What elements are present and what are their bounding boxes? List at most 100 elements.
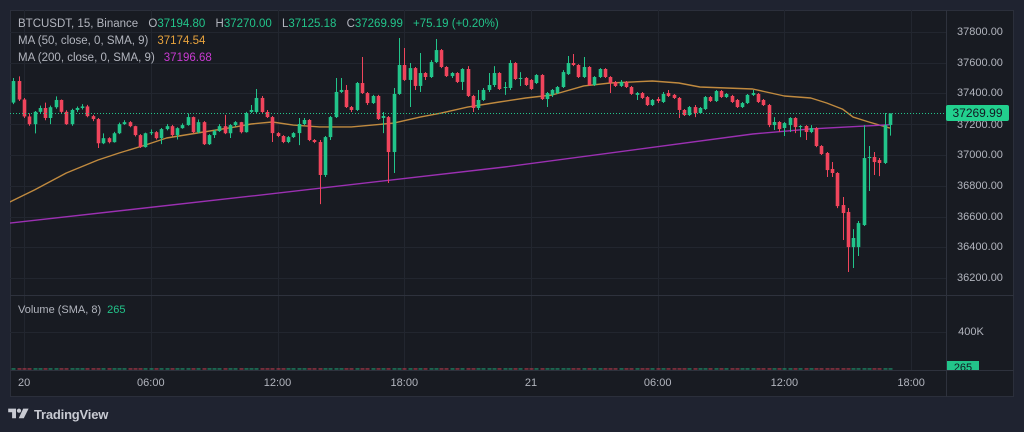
candle-up bbox=[291, 133, 296, 138]
volume-bar bbox=[429, 368, 434, 370]
candle-down bbox=[777, 121, 782, 130]
candle-up bbox=[782, 123, 787, 129]
volume-bar bbox=[418, 368, 423, 370]
candle-up bbox=[339, 89, 344, 92]
indicator-legend-ma200[interactable]: MA (200, close, 0, SMA, 9) 37196.68 bbox=[18, 51, 212, 65]
volume-bar bbox=[819, 368, 824, 370]
candle-up bbox=[196, 122, 201, 133]
candle-up bbox=[254, 97, 259, 112]
symbol-legend[interactable]: BTCUSDT, 15, Binance O37194.80 H37270.00… bbox=[18, 17, 499, 31]
symbol-title[interactable]: BTCUSDT, 15, Binance bbox=[18, 18, 139, 30]
volume-bar bbox=[75, 368, 80, 370]
volume-legend[interactable]: Volume (SMA, 8) 265 bbox=[18, 303, 126, 317]
candle-down bbox=[730, 95, 735, 102]
candle-up bbox=[555, 87, 560, 94]
candle-down bbox=[365, 93, 370, 104]
volume-bar bbox=[661, 368, 666, 370]
volume-bar bbox=[809, 368, 814, 370]
volume-bar bbox=[677, 368, 682, 370]
volume-bar bbox=[487, 368, 492, 370]
candle-down bbox=[793, 117, 798, 128]
volume-bar bbox=[355, 368, 360, 370]
ma50-label[interactable]: MA (50, close, 0, SMA, 9) bbox=[18, 35, 149, 47]
volume-bar bbox=[138, 368, 143, 370]
volume-bars bbox=[11, 368, 893, 370]
last-price-label: 37269.99 bbox=[946, 105, 1009, 121]
volume-bar bbox=[608, 368, 613, 370]
candle-up bbox=[566, 62, 571, 75]
candle-up bbox=[11, 81, 16, 103]
volume-bar bbox=[481, 368, 486, 370]
tradingview-brand-link[interactable]: TradingView bbox=[8, 406, 108, 422]
candle-up bbox=[598, 69, 603, 78]
candle-down bbox=[761, 99, 766, 106]
volume-label[interactable]: Volume (SMA, 8) bbox=[18, 304, 102, 316]
volume-bar bbox=[107, 368, 112, 370]
price-tick: 37800.00 bbox=[957, 25, 1003, 38]
volume-bar bbox=[598, 368, 603, 370]
high-value: 37270.00 bbox=[223, 18, 272, 30]
volume-bar bbox=[413, 368, 418, 370]
candle-up bbox=[180, 125, 185, 129]
volume-bar bbox=[508, 368, 513, 370]
volume-bar bbox=[212, 368, 217, 370]
price-tick: 37600.00 bbox=[957, 56, 1003, 69]
volume-bar bbox=[312, 368, 317, 370]
candle-down bbox=[872, 156, 877, 163]
ma50-line bbox=[10, 80, 891, 203]
volume-bar bbox=[793, 368, 798, 370]
candle-up bbox=[714, 91, 719, 102]
candle-up bbox=[212, 131, 217, 136]
candle-down bbox=[830, 168, 835, 173]
candle-down bbox=[202, 122, 207, 145]
candle-up bbox=[809, 128, 814, 133]
volume-bar bbox=[592, 368, 597, 370]
candle-down bbox=[629, 87, 634, 94]
candle-down bbox=[59, 99, 64, 112]
volume-bar bbox=[302, 368, 307, 370]
volume-bar bbox=[360, 368, 365, 370]
candle-down bbox=[603, 69, 608, 78]
volume-bar bbox=[228, 368, 233, 370]
volume-bar bbox=[877, 368, 882, 370]
indicator-legend-ma50[interactable]: MA (50, close, 0, SMA, 9) 37174.54 bbox=[18, 34, 205, 48]
volume-bar bbox=[297, 368, 302, 370]
candle-down bbox=[223, 126, 228, 134]
volume-bar bbox=[476, 368, 481, 370]
price-tick: 36600.00 bbox=[957, 210, 1003, 223]
candle-down bbox=[91, 116, 96, 120]
volume-bar bbox=[180, 368, 185, 370]
volume-bar bbox=[545, 368, 550, 370]
volume-bar bbox=[112, 368, 117, 370]
volume-bar bbox=[439, 368, 444, 370]
candle-up bbox=[635, 93, 640, 95]
volume-bar bbox=[703, 368, 708, 370]
volume-bar bbox=[550, 368, 555, 370]
candle-up bbox=[244, 113, 249, 133]
volume-bar bbox=[307, 368, 312, 370]
candle-down bbox=[656, 99, 661, 102]
candle-up bbox=[450, 73, 455, 77]
candle-down bbox=[128, 122, 133, 127]
volume-bar bbox=[133, 368, 138, 370]
candle-up bbox=[249, 109, 254, 112]
candle-up bbox=[355, 83, 360, 110]
volume-pane[interactable] bbox=[10, 296, 946, 370]
volume-bar bbox=[714, 368, 719, 370]
ma200-value: 37196.68 bbox=[163, 52, 212, 64]
candle-down bbox=[96, 119, 101, 144]
candle-down bbox=[307, 119, 312, 141]
candle-down bbox=[312, 140, 317, 143]
candle-down bbox=[270, 117, 275, 134]
volume-bar bbox=[650, 368, 655, 370]
candle-down bbox=[613, 81, 618, 86]
candle-down bbox=[497, 73, 502, 90]
candle-down bbox=[735, 99, 740, 108]
volume-bar bbox=[249, 368, 254, 370]
volume-bar bbox=[888, 368, 893, 370]
ma200-label[interactable]: MA (200, close, 0, SMA, 9) bbox=[18, 52, 155, 64]
candle-down bbox=[43, 107, 48, 118]
candle-down bbox=[85, 106, 90, 117]
candle-down bbox=[835, 172, 840, 207]
volume-bar bbox=[376, 368, 381, 370]
